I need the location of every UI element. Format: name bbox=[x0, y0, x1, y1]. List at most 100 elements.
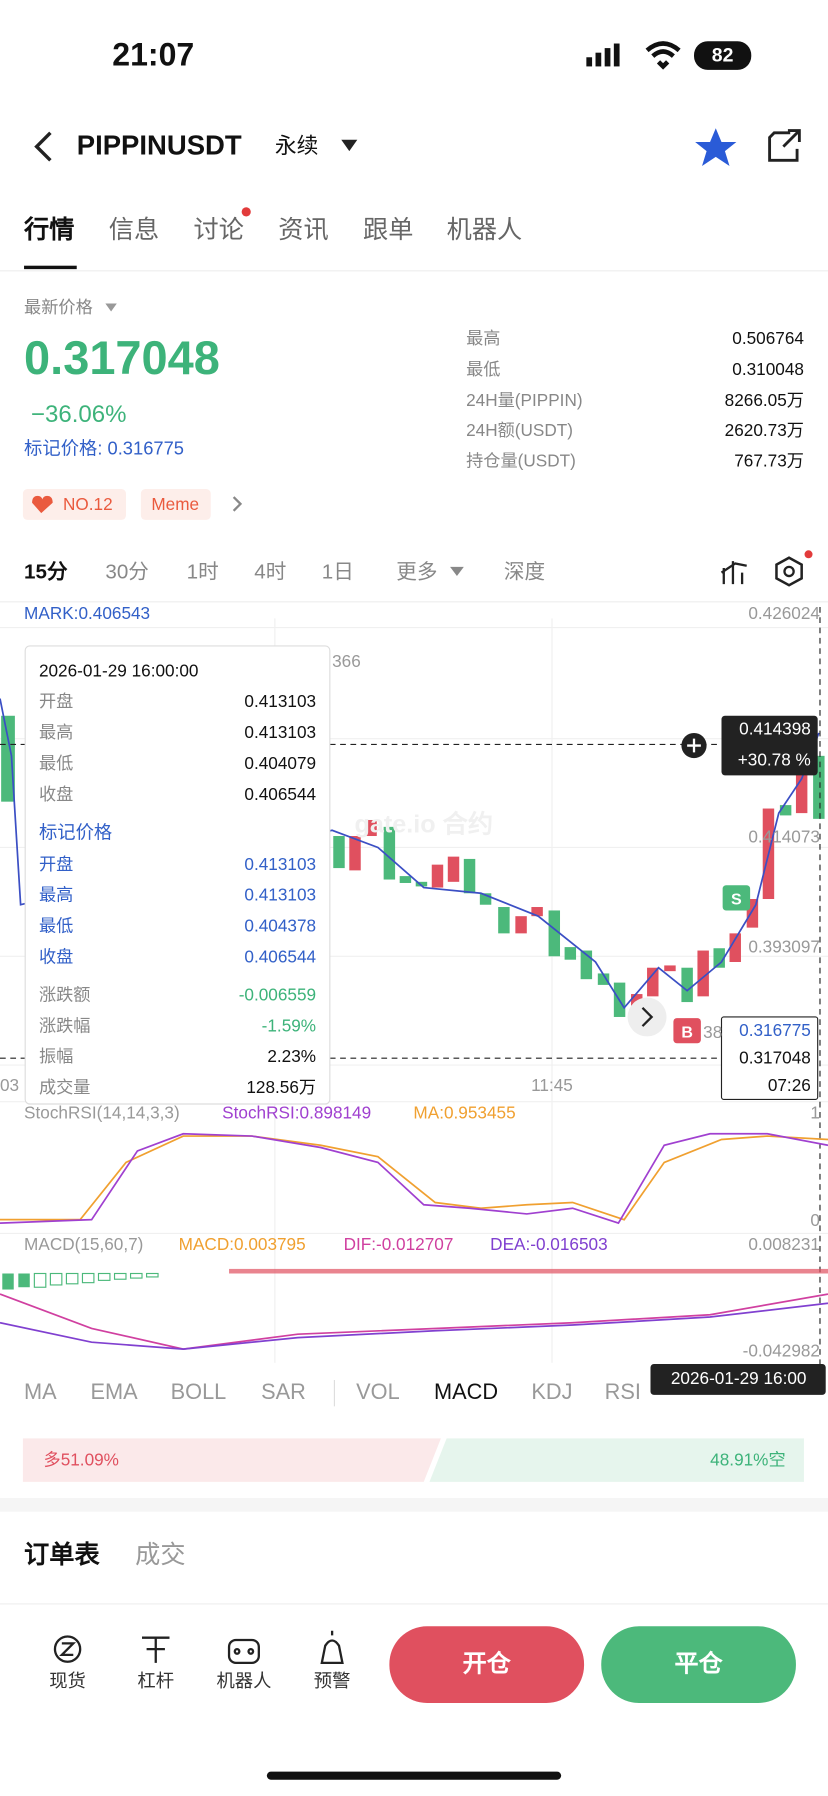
nav-label[interactable]: 现货 bbox=[49, 1672, 86, 1692]
interval[interactable]: 4时 bbox=[254, 560, 287, 583]
order-tab[interactable]: 成交 bbox=[135, 1540, 186, 1569]
cross-change: +30.78 % bbox=[737, 750, 811, 771]
long-bar bbox=[22, 1438, 441, 1482]
scroll[interactable] bbox=[627, 997, 667, 1037]
indicator-tab[interactable]: RSI bbox=[604, 1380, 641, 1405]
close-label[interactable]: 平仓 bbox=[674, 1650, 723, 1678]
dea bbox=[0, 1302, 828, 1350]
open-label[interactable]: 开仓 bbox=[462, 1650, 511, 1678]
scroll[interactable] bbox=[641, 1006, 654, 1027]
tooltip-label: 最高 bbox=[38, 885, 74, 906]
axis-label: 0.426024 bbox=[748, 604, 820, 624]
time-label: 11:45 bbox=[531, 1075, 573, 1096]
watermark: gate.io 合约 bbox=[354, 809, 494, 839]
stat-label: 最低 bbox=[466, 359, 501, 380]
interval[interactable]: 15分 bbox=[24, 560, 68, 583]
tab[interactable]: 信息 bbox=[108, 215, 160, 244]
time-label: 2026-01-29 16:00 bbox=[670, 1369, 807, 1389]
axis-label: 0 bbox=[810, 1211, 820, 1231]
tooltip-value: -0.006559 bbox=[238, 985, 317, 1005]
tab[interactable]: 行情 bbox=[24, 215, 75, 244]
dropdown[interactable] bbox=[450, 566, 464, 577]
order-tab[interactable]: 订单表 bbox=[24, 1540, 100, 1569]
tag: NO.12 bbox=[62, 495, 113, 515]
current-last: 0.317048 bbox=[739, 1048, 811, 1068]
tooltip-label: 最高 bbox=[38, 723, 74, 743]
indicator-tab[interactable]: EMA bbox=[90, 1380, 138, 1405]
stat-label: 24H额(USDT) bbox=[466, 421, 574, 441]
star[interactable] bbox=[695, 128, 737, 167]
wifi bbox=[645, 41, 681, 70]
axis-label: 38 bbox=[703, 1023, 723, 1043]
settings[interactable] bbox=[783, 565, 795, 578]
interval[interactable]: 1日 bbox=[321, 560, 354, 583]
dot bbox=[804, 550, 813, 559]
tab[interactable]: 讨论 bbox=[193, 215, 244, 244]
tab[interactable]: 机器人 bbox=[446, 215, 523, 244]
stoch-ma bbox=[0, 1135, 828, 1221]
indicator-tab[interactable]: BOLL bbox=[170, 1380, 227, 1405]
tooltip-value: 2.23% bbox=[267, 1047, 317, 1067]
tooltip-value: 0.404378 bbox=[244, 916, 317, 937]
dropdown[interactable] bbox=[341, 139, 358, 152]
indicator-name: MACD(15,60,7) bbox=[24, 1235, 144, 1255]
indicator-tab[interactable]: MA bbox=[24, 1380, 57, 1405]
clock: 21:07 bbox=[112, 36, 195, 73]
cross-price: 0.414398 bbox=[739, 719, 811, 740]
indicator-name: StochRSI(14,14,3,3) bbox=[24, 1103, 180, 1123]
short-ratio: 48.91%空 bbox=[710, 1450, 786, 1470]
nav-label[interactable]: 预警 bbox=[313, 1672, 351, 1692]
back[interactable] bbox=[34, 131, 52, 162]
tooltip-value: 0.406544 bbox=[244, 785, 317, 805]
mark-price: 标记价格: 0.316775 bbox=[24, 439, 184, 460]
divider bbox=[0, 1603, 828, 1605]
indicator-tab[interactable]: VOL bbox=[356, 1380, 400, 1405]
stoch-k: StochRSI:0.898149 bbox=[222, 1103, 372, 1123]
tab[interactable]: 资讯 bbox=[278, 215, 329, 244]
tab[interactable]: 跟单 bbox=[363, 215, 414, 244]
battery bbox=[694, 41, 752, 70]
tooltip-label: 涨跌幅 bbox=[38, 1016, 91, 1036]
dif bbox=[0, 1293, 828, 1350]
last-price: 0.317048 bbox=[24, 331, 220, 385]
plus[interactable] bbox=[687, 738, 701, 753]
indicator-tab[interactable]: SAR bbox=[261, 1380, 306, 1405]
open-button[interactable] bbox=[389, 1626, 585, 1703]
chevron[interactable] bbox=[232, 496, 243, 512]
signal bbox=[586, 43, 620, 67]
tooltip-label: 收盘 bbox=[38, 947, 74, 968]
close-button[interactable] bbox=[601, 1626, 796, 1703]
axis-label: 0.393097 bbox=[748, 937, 820, 957]
sell-mark bbox=[722, 885, 751, 911]
buy-mark bbox=[673, 1018, 701, 1044]
stat-value: 0.310048 bbox=[732, 359, 804, 380]
current-mark: 0.316775 bbox=[739, 1020, 811, 1041]
indicator-tab[interactable]: KDJ bbox=[531, 1380, 573, 1405]
dif-value: DIF:-0.012707 bbox=[343, 1235, 454, 1255]
price-label: 最新价格 bbox=[24, 298, 93, 318]
stat-label: 持仓量(USDT) bbox=[466, 452, 576, 472]
chart-tool[interactable] bbox=[720, 561, 747, 585]
tooltip-value: 0.404079 bbox=[244, 754, 317, 774]
settings[interactable] bbox=[775, 556, 803, 587]
dea-value: DEA:-0.016503 bbox=[490, 1235, 608, 1255]
interval[interactable]: 更多 bbox=[396, 560, 438, 583]
indicator-tab[interactable]: MACD bbox=[434, 1380, 499, 1405]
interval[interactable]: 1时 bbox=[186, 560, 219, 583]
nav-label[interactable]: 杠杆 bbox=[137, 1672, 175, 1692]
stat-label: 最高 bbox=[466, 329, 501, 349]
contract[interactable]: 永续 bbox=[274, 134, 319, 159]
sell-label: S bbox=[731, 889, 742, 909]
stat-value: 767.73万 bbox=[734, 452, 804, 472]
buy-label: B bbox=[681, 1022, 693, 1042]
interval[interactable]: 30分 bbox=[105, 560, 149, 583]
nav-icons[interactable] bbox=[53, 1630, 344, 1665]
nav-label[interactable]: 机器人 bbox=[216, 1672, 272, 1692]
share[interactable] bbox=[768, 129, 801, 162]
mark-label: MARK:0.406543 bbox=[24, 604, 151, 624]
interval[interactable]: 深度 bbox=[503, 560, 546, 583]
dropdown[interactable] bbox=[105, 303, 117, 312]
stat-label: 24H量(PIPPIN) bbox=[466, 390, 583, 411]
stat-value: 2620.73万 bbox=[724, 421, 804, 441]
